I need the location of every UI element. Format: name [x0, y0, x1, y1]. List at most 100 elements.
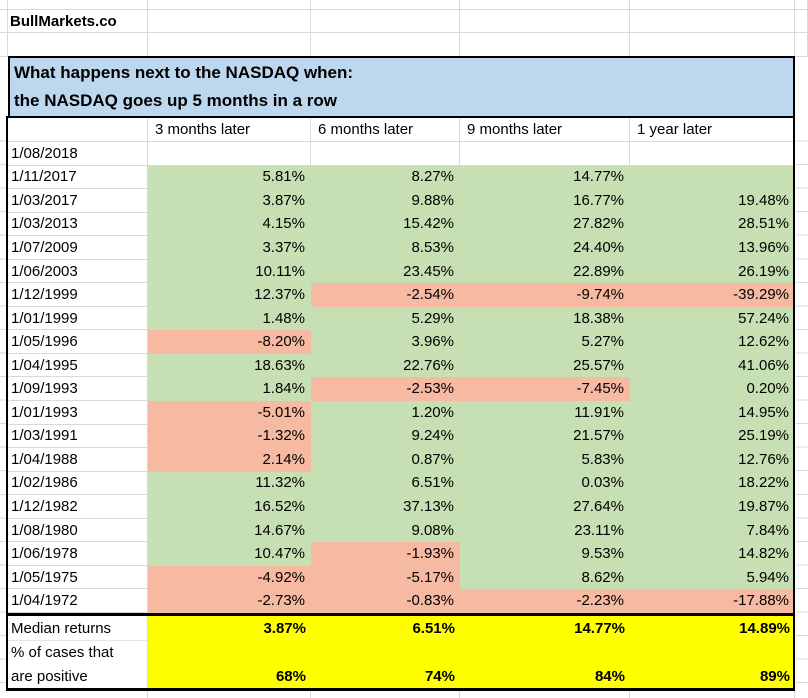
brand-text[interactable]: BullMarkets.co	[8, 10, 148, 33]
return-cell[interactable]: 5.27%	[460, 330, 630, 354]
spreadsheet-cell[interactable]	[795, 0, 808, 10]
return-cell[interactable]: 22.89%	[460, 259, 630, 284]
spreadsheet-cell[interactable]	[311, 10, 460, 33]
return-cell[interactable]: 19.48%	[630, 189, 795, 213]
return-cell[interactable]: -0.83%	[311, 589, 460, 613]
return-cell[interactable]: 3.37%	[148, 236, 311, 260]
row-date-cell[interactable]: 1/06/1978	[8, 542, 148, 566]
spreadsheet-cell[interactable]	[8, 0, 148, 10]
row-date-cell[interactable]: 1/03/2017	[8, 189, 148, 213]
return-cell[interactable]: 18.63%	[148, 353, 311, 378]
spreadsheet-cell[interactable]	[0, 33, 8, 57]
spreadsheet-cell[interactable]	[0, 0, 8, 10]
return-cell[interactable]: 21.57%	[460, 424, 630, 449]
return-cell[interactable]	[148, 142, 311, 166]
median-value-cell[interactable]: 14.89%	[630, 616, 795, 641]
return-cell[interactable]: 8.27%	[311, 165, 460, 190]
return-cell[interactable]: 27.82%	[460, 212, 630, 237]
median-value-cell[interactable]: 3.87%	[148, 616, 311, 641]
summary-filler-cell[interactable]	[311, 641, 460, 664]
return-cell[interactable]: 9.08%	[311, 518, 460, 543]
column-header[interactable]: 3 months later	[148, 118, 311, 142]
row-date-cell[interactable]: 1/04/1995	[8, 353, 148, 378]
row-date-cell[interactable]: 1/12/1982	[8, 495, 148, 519]
median-value-cell[interactable]: 6.51%	[311, 616, 460, 641]
return-cell[interactable]: -5.01%	[148, 401, 311, 425]
return-cell[interactable]: 37.13%	[311, 495, 460, 519]
spreadsheet-cell[interactable]	[148, 33, 311, 57]
row-date-cell[interactable]: 1/03/2013	[8, 212, 148, 237]
return-cell[interactable]: 23.45%	[311, 259, 460, 284]
return-cell[interactable]: 5.81%	[148, 165, 311, 190]
return-cell[interactable]: 19.87%	[630, 495, 795, 519]
return-cell[interactable]: 25.57%	[460, 353, 630, 378]
positive-value-cell[interactable]: 89%	[630, 664, 795, 688]
return-cell[interactable]: -2.53%	[311, 377, 460, 402]
positive-label-line-2[interactable]: are positive	[8, 664, 148, 688]
return-cell[interactable]: -17.88%	[630, 589, 795, 613]
summary-filler-cell[interactable]	[460, 641, 630, 664]
column-header[interactable]: 6 months later	[311, 118, 460, 142]
return-cell[interactable]: 1.48%	[148, 306, 311, 331]
return-cell[interactable]: 1.84%	[148, 377, 311, 402]
spreadsheet-cell[interactable]	[795, 10, 808, 33]
spreadsheet-cell[interactable]	[630, 33, 795, 57]
row-date-cell[interactable]: 1/08/2018	[8, 142, 148, 166]
return-cell[interactable]: 9.24%	[311, 424, 460, 449]
return-cell[interactable]: 18.38%	[460, 306, 630, 331]
return-cell[interactable]: 12.76%	[630, 448, 795, 472]
return-cell[interactable]: 10.47%	[148, 542, 311, 566]
spreadsheet-cell[interactable]	[630, 10, 795, 33]
return-cell[interactable]: -39.29%	[630, 283, 795, 307]
return-cell[interactable]	[630, 165, 795, 190]
spreadsheet-cell[interactable]	[0, 10, 8, 33]
positive-value-cell[interactable]: 84%	[460, 664, 630, 688]
return-cell[interactable]: 0.20%	[630, 377, 795, 402]
summary-filler-cell[interactable]	[148, 641, 311, 664]
return-cell[interactable]: 6.51%	[311, 471, 460, 496]
return-cell[interactable]: 25.19%	[630, 424, 795, 449]
row-date-cell[interactable]: 1/11/2017	[8, 165, 148, 190]
positive-label-line-1[interactable]: % of cases that	[8, 641, 148, 664]
return-cell[interactable]: 14.82%	[630, 542, 795, 566]
return-cell[interactable]: -1.32%	[148, 424, 311, 449]
return-cell[interactable]: -5.17%	[311, 565, 460, 590]
return-cell[interactable]: 24.40%	[460, 236, 630, 260]
spreadsheet-cell[interactable]	[148, 0, 311, 10]
return-cell[interactable]: 14.67%	[148, 518, 311, 543]
return-cell[interactable]: 12.37%	[148, 283, 311, 307]
corner-cell[interactable]	[8, 118, 148, 142]
return-cell[interactable]: 9.53%	[460, 542, 630, 566]
spreadsheet-cell[interactable]	[460, 33, 630, 57]
positive-value-cell[interactable]: 74%	[311, 664, 460, 688]
row-date-cell[interactable]: 1/05/1975	[8, 565, 148, 590]
spreadsheet-cell[interactable]	[795, 33, 808, 57]
spreadsheet-cell[interactable]	[8, 33, 148, 57]
column-header[interactable]: 1 year later	[630, 118, 795, 142]
row-date-cell[interactable]: 1/02/1986	[8, 471, 148, 496]
row-date-cell[interactable]: 1/04/1972	[8, 589, 148, 613]
return-cell[interactable]: -2.73%	[148, 589, 311, 613]
return-cell[interactable]: 26.19%	[630, 259, 795, 284]
row-date-cell[interactable]: 1/09/1993	[8, 377, 148, 402]
return-cell[interactable]: 16.77%	[460, 189, 630, 213]
row-date-cell[interactable]: 1/01/1999	[8, 306, 148, 331]
return-cell[interactable]: 5.94%	[630, 565, 795, 590]
row-date-cell[interactable]: 1/07/2009	[8, 236, 148, 260]
return-cell[interactable]: 4.15%	[148, 212, 311, 237]
row-date-cell[interactable]: 1/06/2003	[8, 259, 148, 284]
return-cell[interactable]: 11.32%	[148, 471, 311, 496]
return-cell[interactable]: 22.76%	[311, 353, 460, 378]
return-cell[interactable]	[630, 142, 795, 166]
return-cell[interactable]: -7.45%	[460, 377, 630, 402]
return-cell[interactable]: -9.74%	[460, 283, 630, 307]
return-cell[interactable]: -4.92%	[148, 565, 311, 590]
return-cell[interactable]: 23.11%	[460, 518, 630, 543]
row-date-cell[interactable]: 1/04/1988	[8, 448, 148, 472]
spreadsheet-cell[interactable]	[311, 0, 460, 10]
return-cell[interactable]: 14.95%	[630, 401, 795, 425]
return-cell[interactable]: 0.03%	[460, 471, 630, 496]
return-cell[interactable]: 12.62%	[630, 330, 795, 354]
spreadsheet-cell[interactable]	[148, 10, 311, 33]
column-header[interactable]: 9 months later	[460, 118, 630, 142]
